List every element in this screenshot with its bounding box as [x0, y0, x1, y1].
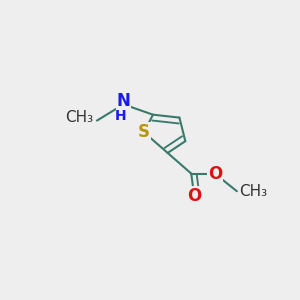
Text: O: O	[187, 187, 201, 205]
Text: O: O	[208, 165, 222, 183]
Text: H: H	[115, 109, 126, 123]
Text: CH₃: CH₃	[65, 110, 94, 125]
Text: S: S	[138, 123, 150, 141]
Text: CH₃: CH₃	[239, 184, 267, 199]
Text: N: N	[117, 92, 130, 110]
